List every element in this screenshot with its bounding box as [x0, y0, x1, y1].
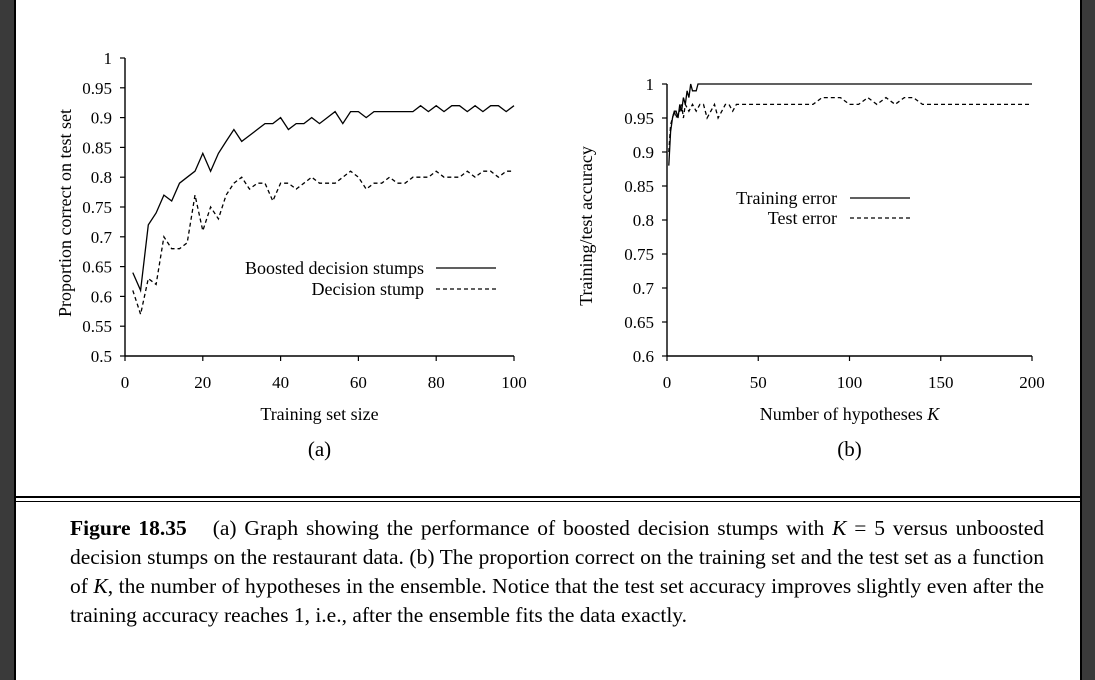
y-axis-label: Training/test accuracy [576, 146, 596, 306]
y-tick-label: 0.8 [91, 168, 112, 187]
caption-k-symbol-2: K [93, 574, 108, 598]
figure-caption: Figure 18.35 (a) Graph showing the perfor… [70, 514, 1044, 630]
x-axis-label: Training set size [260, 404, 378, 424]
y-axis-label: Proportion correct on test set [55, 109, 75, 317]
chart-panel-a: 0.5 0.55 0.6 0.65 0.7 0.75 0.8 0.85 0.9 0.95 1 0 20 4… [55, 49, 527, 461]
legend-label: Test error [768, 208, 837, 228]
y-tick-label: 0.75 [624, 245, 654, 264]
y-tick-label: 0.55 [82, 317, 112, 336]
page-border-left [14, 0, 16, 680]
y-tick-label: 0.95 [82, 79, 112, 98]
y-tick-label: 0.9 [633, 143, 654, 162]
series-line-dashed [132, 170, 514, 317]
y-tick-label: 0.7 [91, 228, 113, 247]
series-line-dashed [668, 96, 1032, 153]
x-tick-label: 200 [1019, 373, 1045, 392]
x-tick-label: 20 [194, 373, 211, 392]
y-tick-label: 0.75 [82, 198, 112, 217]
series-line-solid [132, 104, 515, 293]
caption-separator-thin [14, 501, 1082, 502]
x-axis-label: Number of hypotheses K [760, 404, 940, 424]
x-tick-label: 100 [501, 373, 527, 392]
x-tick-label: 40 [272, 373, 289, 392]
y-tick-label: 0.65 [82, 258, 112, 277]
caption-text-2: = 5 versus unboosted decision stumps on … [70, 516, 1044, 598]
caption-text-1: (a) Graph showing the performance of boo… [212, 516, 833, 540]
y-tick-label: 0.6 [633, 347, 654, 366]
y-tick-label: 1 [104, 49, 113, 68]
page-border-right [1080, 0, 1082, 680]
panel-label: (b) [837, 437, 862, 461]
y-tick-label: 1 [646, 75, 655, 94]
caption-text-3: , the number of hypotheses in the ensemb… [70, 574, 1044, 627]
x-tick-label: 80 [428, 373, 445, 392]
y-tick-label: 0.7 [633, 279, 655, 298]
x-tick-label: 50 [750, 373, 767, 392]
x-tick-label: 150 [928, 373, 954, 392]
y-tick-label: 0.95 [624, 109, 654, 128]
legend-label: Boosted decision stumps [245, 258, 424, 278]
y-tick-label: 0.85 [82, 138, 112, 157]
caption-k-symbol: K [832, 516, 847, 540]
legend-label: Training error [736, 188, 837, 208]
legend-label: Decision stump [312, 279, 425, 299]
y-tick-label: 0.9 [91, 109, 112, 128]
caption-separator [14, 496, 1082, 498]
x-tick-label: 60 [350, 373, 367, 392]
figure-page: 0.5 0.55 0.6 0.65 0.7 0.75 0.8 0.85 0.9 0.95 1 0 20 4… [14, 0, 1082, 680]
x-tick-label: 0 [663, 373, 672, 392]
y-tick-label: 0.5 [91, 347, 112, 366]
y-tick-label: 0.85 [624, 177, 654, 196]
figure-label: Figure 18.35 [70, 516, 187, 540]
chart-panel-b: 0.6 0.65 0.7 0.75 0.8 0.85 0.9 0.95 1 0 50 100 150 20… [576, 75, 1045, 461]
x-tick-label: 0 [121, 373, 130, 392]
y-tick-label: 0.65 [624, 313, 654, 332]
figure-charts: 0.5 0.55 0.6 0.65 0.7 0.75 0.8 0.85 0.9 0.95 1 0 20 4… [55, 49, 1045, 461]
x-tick-label: 100 [837, 373, 863, 392]
panel-label: (a) [308, 437, 331, 461]
series-line-solid [668, 83, 1032, 166]
y-tick-label: 0.8 [633, 211, 654, 230]
y-tick-label: 0.6 [91, 287, 112, 306]
